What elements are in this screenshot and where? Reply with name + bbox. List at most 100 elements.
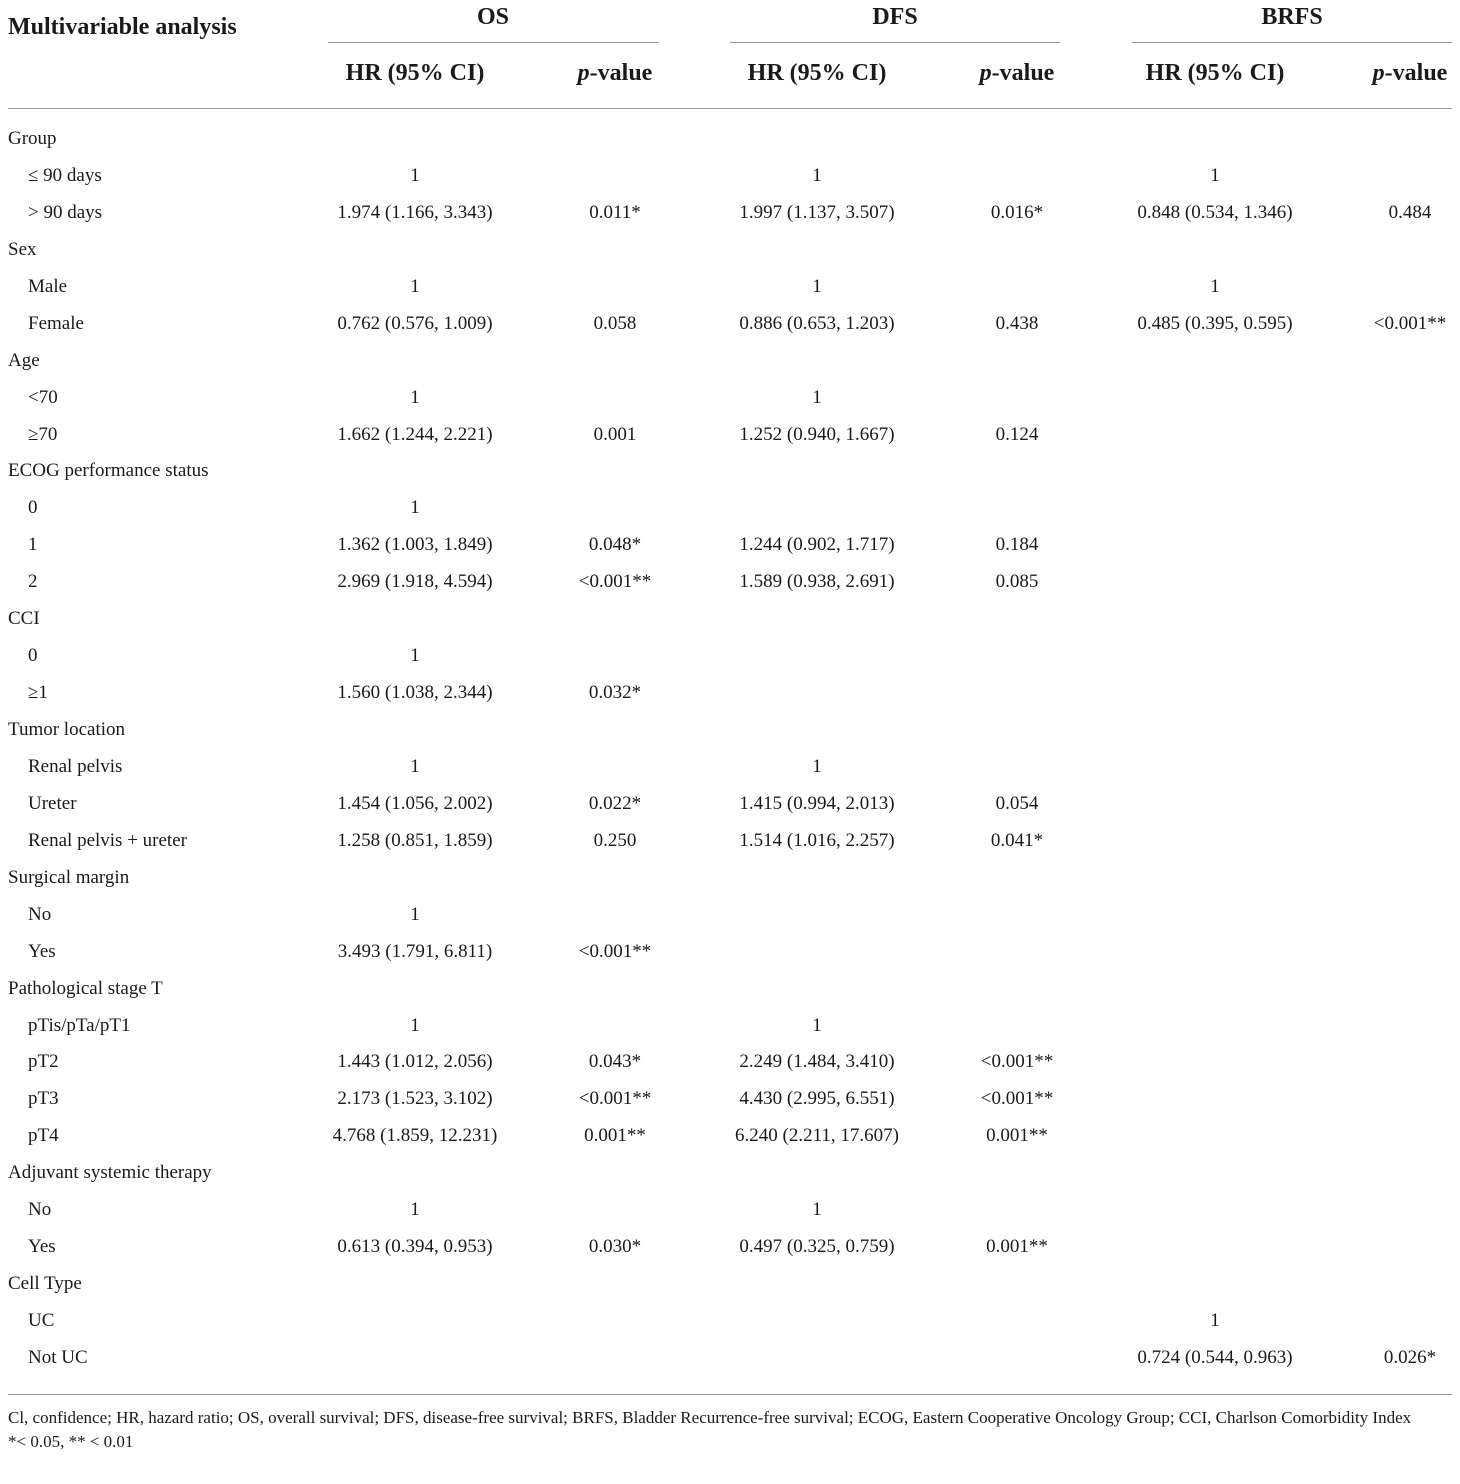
os-hr-cell: 1.362 (1.003, 1.849): [337, 534, 493, 556]
dfs-hr-cell: 4.430 (2.995, 6.551): [739, 1088, 895, 1110]
row-label: ≥70: [28, 423, 58, 445]
table-row: pT3 2.173 (1.523, 3.102) <0.001** 4.430 (2.…: [0, 1082, 1460, 1119]
table-row: pT4 4.768 (1.859, 12.231) 0.001** 6.240 (2.…: [0, 1119, 1460, 1156]
os-hr-cell: 2.173 (1.523, 3.102): [337, 1088, 493, 1110]
dfs-p-cell: 0.054: [995, 792, 1039, 814]
table-row: Male 1 1 1: [0, 270, 1460, 307]
row-label: <70: [28, 386, 58, 408]
row-label: Renal pelvis: [28, 755, 123, 777]
os-hr-cell: 2.969 (1.918, 4.594): [337, 571, 493, 593]
dfs-hr-cell: 1.997 (1.137, 3.507): [739, 201, 895, 223]
table-row: No 1: [0, 898, 1460, 935]
table-row: 1 1.362 (1.003, 1.849) 0.048* 1.244 (0.902,…: [0, 528, 1460, 565]
section-label: Surgical margin: [8, 866, 130, 888]
table-section-row: ECOG performance status: [0, 454, 1460, 491]
table-title: Multivariable analysis: [8, 14, 237, 40]
section-label: Sex: [8, 238, 37, 260]
table-row: Not UC 0.724 (0.544, 0.963) 0.026*: [0, 1341, 1460, 1378]
os-hr-cell: 0.613 (0.394, 0.953): [337, 1236, 493, 1258]
table-row: <70 1 1: [0, 381, 1460, 418]
footer-rule: [8, 1394, 1452, 1395]
row-label: 1: [28, 534, 38, 556]
brfs-hr-header: HR (95% CI): [1145, 60, 1285, 86]
brfs-hr-cell: 0.724 (0.544, 0.963): [1137, 1346, 1293, 1368]
row-label: No: [28, 1199, 52, 1221]
table-row: Ureter 1.454 (1.056, 2.002) 0.022* 1.415 (0…: [0, 787, 1460, 824]
os-hr-cell: 0.762 (0.576, 1.009): [337, 312, 493, 334]
section-label: Group: [8, 128, 57, 149]
table-footnotes: Cl, confidence; HR, hazard ratio; OS, ov…: [8, 1406, 1452, 1454]
dfs-hr-cell: 1.244 (0.902, 1.717): [739, 534, 895, 556]
os-p-cell: <0.001**: [578, 1088, 652, 1110]
table-row: Yes 0.613 (0.394, 0.953) 0.030* 0.497 (0.32…: [0, 1230, 1460, 1267]
os-p-cell: 0.001: [593, 423, 637, 445]
dfs-hr-cell: 1: [812, 275, 822, 297]
table-header: Multivariable analysis OS DFS BRFS HR (9…: [0, 0, 1460, 110]
os-p-cell: 0.001**: [584, 1125, 646, 1147]
table-row: Female 0.762 (0.576, 1.009) 0.058 0.886 (0.…: [0, 307, 1460, 344]
brfs-hr-cell: 0.848 (0.534, 1.346): [1137, 201, 1293, 223]
table-row: pTis/pTa/pT1 1 1: [0, 1009, 1460, 1046]
dfs-p-cell: 0.001**: [986, 1125, 1048, 1147]
os-p-cell: 0.011*: [589, 201, 641, 223]
os-p-cell: 0.043*: [588, 1051, 642, 1073]
os-hr-cell: 1: [410, 275, 420, 297]
os-p-cell: 0.048*: [588, 534, 642, 556]
row-label: ≤ 90 days: [28, 164, 102, 186]
table-row: ≥70 1.662 (1.244, 2.221) 0.001 1.252 (0.940…: [0, 418, 1460, 455]
os-hr-header: HR (95% CI): [345, 60, 485, 86]
row-label: Female: [28, 312, 84, 334]
abbreviations-footnote: Cl, confidence; HR, hazard ratio; OS, ov…: [8, 1408, 1412, 1427]
brfs-hr-cell: 1: [1210, 275, 1220, 297]
os-p-cell: 0.250: [593, 829, 637, 851]
os-hr-cell: 1.662 (1.244, 2.221): [337, 423, 493, 445]
brfs-hr-cell: 1: [1210, 1310, 1220, 1331]
dfs-hr-cell: 0.886 (0.653, 1.203): [739, 312, 895, 334]
table-row: ≥1 1.560 (1.038, 2.344) 0.032*: [0, 676, 1460, 713]
dfs-p-cell: 0.016*: [990, 201, 1044, 223]
table-row: pT2 1.443 (1.012, 2.056) 0.043* 2.249 (1.48…: [0, 1045, 1460, 1082]
table-section-row: Cell Type: [0, 1267, 1460, 1304]
dfs-p-cell: 0.001**: [986, 1236, 1048, 1258]
os-hr-cell: 1: [410, 645, 420, 667]
os-p-cell: 0.030*: [588, 1236, 642, 1258]
dfs-p-cell: <0.001**: [980, 1088, 1054, 1110]
row-label: > 90 days: [28, 201, 103, 223]
brfs-p-cell: <0.001**: [1373, 312, 1447, 334]
dfs-p-cell: 0.085: [995, 571, 1039, 593]
os-p-cell: <0.001**: [578, 571, 652, 593]
dfs-hr-cell: 1.252 (0.940, 1.667): [739, 423, 895, 445]
row-label: pT3: [28, 1088, 59, 1110]
dfs-p-cell: 0.184: [995, 534, 1039, 556]
os-hr-cell: 1.454 (1.056, 2.002): [337, 792, 493, 814]
dfs-p-cell: 0.041*: [990, 829, 1044, 851]
os-p-header: p-value: [577, 60, 653, 86]
os-hr-cell: 1: [410, 386, 420, 408]
group-header-dfs: DFS: [872, 4, 918, 30]
section-label: Tumor location: [8, 719, 125, 740]
dfs-hr-cell: 0.497 (0.325, 0.759): [739, 1236, 895, 1258]
table-section-row: Pathological stage T: [0, 972, 1460, 1009]
os-hr-cell: 1: [410, 1014, 420, 1036]
header-rule: [8, 108, 1452, 109]
dfs-hr-header: HR (95% CI): [747, 60, 887, 86]
os-hr-cell: 1.974 (1.166, 3.343): [337, 201, 493, 223]
row-label: 0: [28, 645, 38, 667]
group-header-os: OS: [476, 4, 509, 30]
row-label: Not UC: [28, 1346, 88, 1368]
row-label: Ureter: [28, 792, 77, 814]
table-row: UC 1: [0, 1304, 1460, 1341]
row-label: pTis/pTa/pT1: [28, 1014, 131, 1036]
row-label: 0: [28, 497, 38, 519]
group-underline-os: [328, 42, 658, 43]
table-section-row: CCI: [0, 602, 1460, 639]
dfs-hr-cell: 1.514 (1.016, 2.257): [739, 829, 895, 851]
brfs-p-cell: 0.484: [1388, 201, 1432, 223]
section-label: Age: [8, 349, 40, 371]
table-section-row: Age: [0, 344, 1460, 381]
row-label: 2: [28, 571, 38, 593]
os-hr-cell: 1: [410, 755, 420, 777]
dfs-p-cell: <0.001**: [980, 1051, 1054, 1073]
row-label: pT4: [28, 1125, 59, 1147]
brfs-hr-cell: 0.485 (0.395, 0.595): [1137, 312, 1293, 334]
